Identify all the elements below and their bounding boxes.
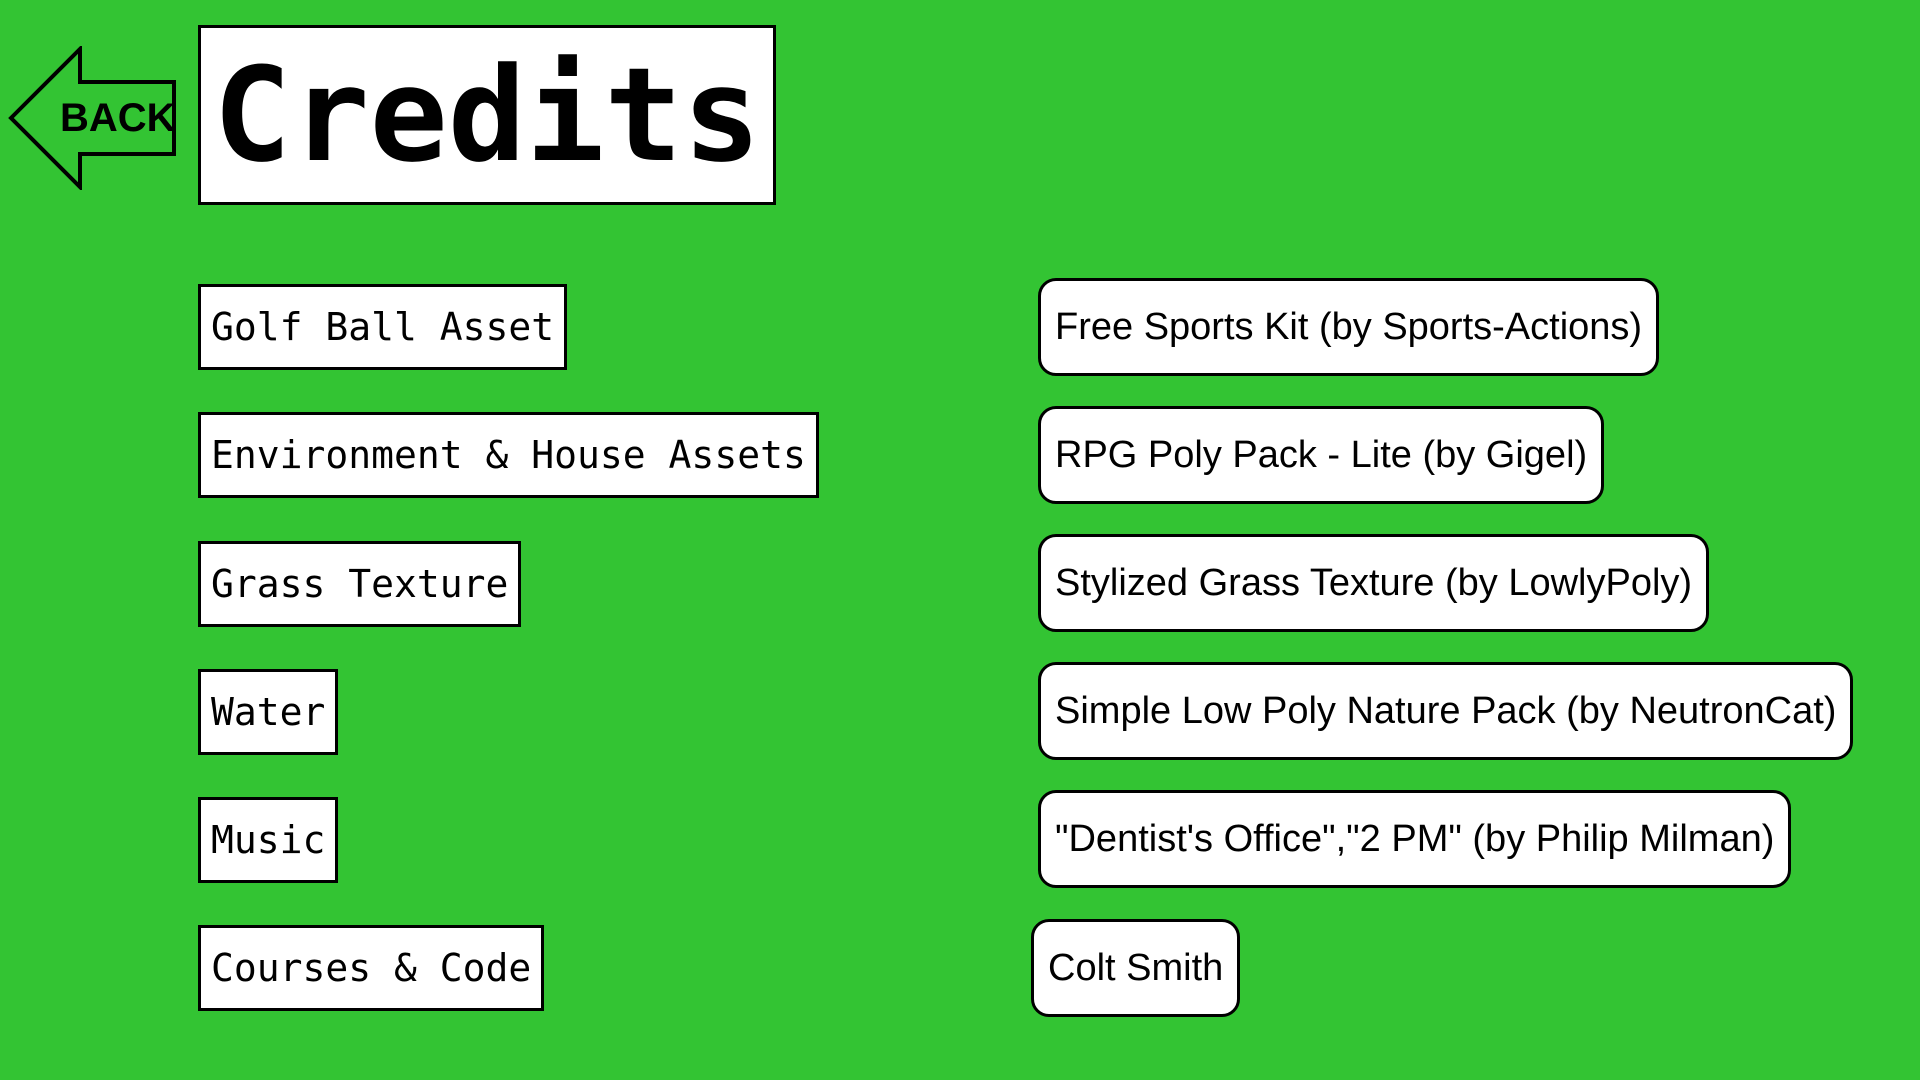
credit-colt-smith-button[interactable]: Colt Smith xyxy=(1031,919,1241,1017)
back-label: BACK xyxy=(60,96,176,140)
page-title: Credits xyxy=(213,39,761,191)
credit-stylized-grass-texture-button[interactable]: Stylized Grass Texture (by LowlyPoly) xyxy=(1038,534,1710,632)
back-button[interactable]: BACK xyxy=(8,46,178,190)
category-environment-house-assets: Environment & House Assets xyxy=(198,412,819,498)
credit-dentists-office-music-button[interactable]: "Dentist's Office","2 PM" (by Philip Mil… xyxy=(1038,790,1792,888)
category-music: Music xyxy=(198,797,339,883)
back-arrow-icon xyxy=(8,46,176,190)
credit-simple-low-poly-nature-pack-button[interactable]: Simple Low Poly Nature Pack (by NeutronC… xyxy=(1038,662,1854,760)
credit-rpg-poly-pack-button[interactable]: RPG Poly Pack - Lite (by Gigel) xyxy=(1038,406,1605,504)
category-grass-texture: Grass Texture xyxy=(198,541,522,627)
category-water: Water xyxy=(198,669,339,755)
title-panel: Credits xyxy=(198,25,776,205)
category-golf-ball-asset: Golf Ball Asset xyxy=(198,284,568,370)
credit-free-sports-kit-button[interactable]: Free Sports Kit (by Sports-Actions) xyxy=(1038,278,1660,376)
category-courses-code: Courses & Code xyxy=(198,925,545,1011)
